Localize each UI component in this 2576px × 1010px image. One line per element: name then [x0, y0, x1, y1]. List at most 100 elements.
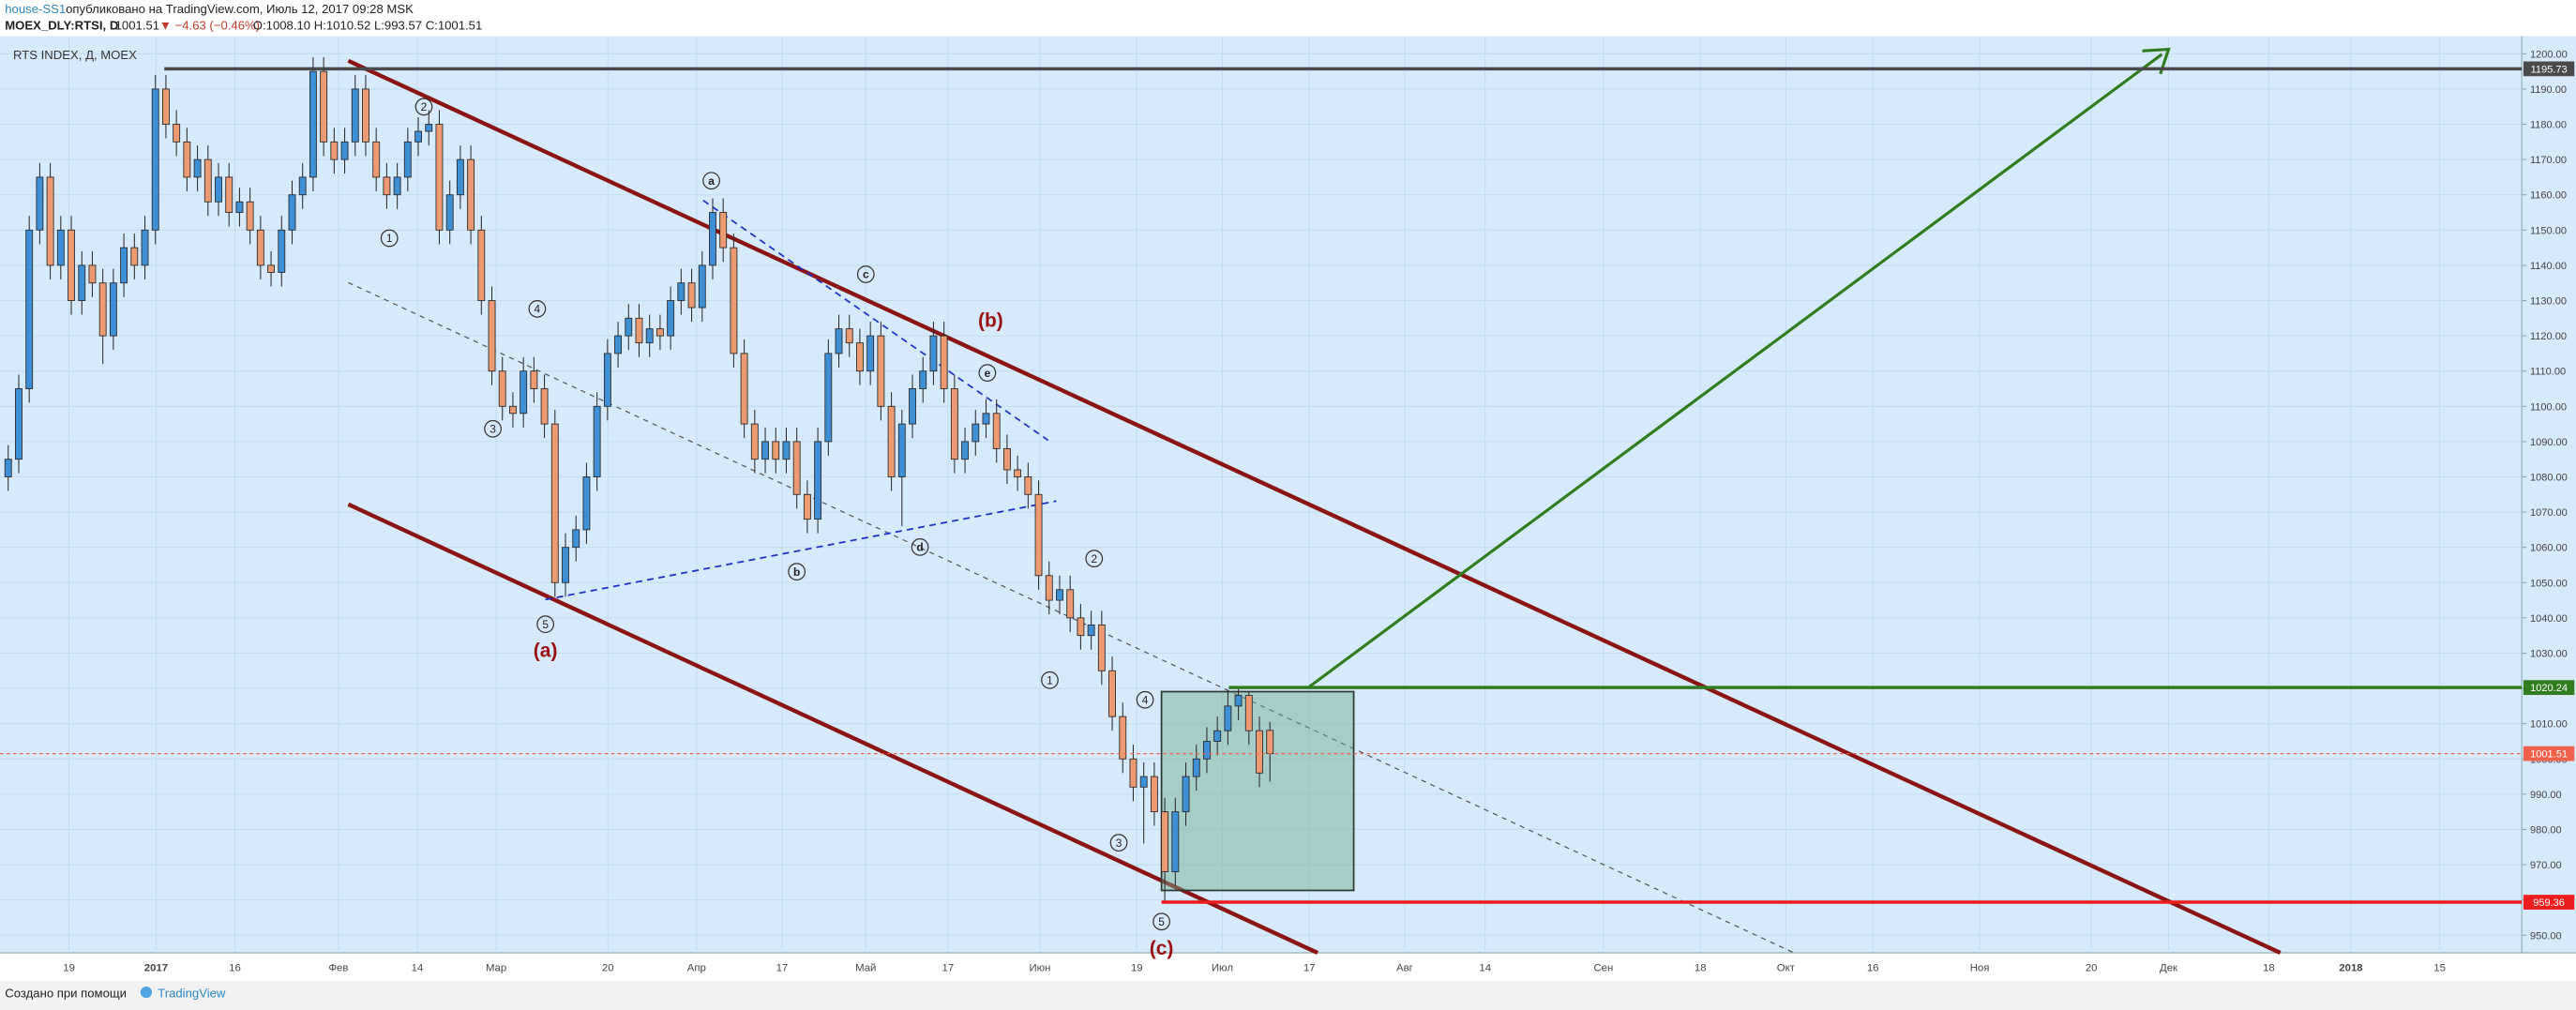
candle-body — [15, 388, 23, 460]
wave-label-major: (c) — [1150, 938, 1174, 959]
candle-body — [425, 124, 433, 132]
y-tick-label: 1050.00 — [2530, 578, 2568, 589]
candle-body — [687, 282, 696, 309]
wave-circle — [484, 419, 502, 438]
candle-body — [235, 201, 244, 213]
y-tick-label: 1080.00 — [2530, 473, 2568, 484]
candle-body — [98, 282, 107, 337]
price-tag — [2523, 746, 2575, 761]
footer-bg — [0, 980, 2576, 1010]
x-tick-label: 16 — [1867, 962, 1879, 973]
x-tick-label: 17 — [942, 962, 955, 973]
y-tick-label: 1150.00 — [2530, 225, 2567, 236]
candle-body — [1119, 716, 1127, 760]
y-tick-label: 950.00 — [2530, 930, 2562, 942]
candle-body — [562, 547, 569, 583]
candle-body — [761, 441, 769, 460]
candle-body — [950, 388, 958, 460]
wave-circle — [536, 615, 555, 634]
candles — [4, 57, 1274, 903]
x-tick-label: 2017 — [144, 962, 168, 973]
y-tick-label: 1060.00 — [2530, 543, 2568, 554]
wave-circle — [856, 265, 875, 283]
x-tick-label: 14 — [412, 962, 424, 973]
candle-body — [909, 388, 916, 425]
candle-body — [614, 335, 623, 354]
y-tick-label: 1140.00 — [2530, 261, 2567, 272]
candle-body — [877, 335, 885, 407]
candle-body — [1244, 695, 1253, 731]
candle-body — [1129, 758, 1137, 788]
x-tick-label: Апр — [687, 962, 706, 973]
y-tick-label: 1130.00 — [2530, 296, 2567, 308]
candle-body — [403, 141, 412, 178]
candle-body — [288, 194, 296, 231]
candle-body — [992, 413, 1001, 449]
candle-body — [278, 229, 286, 273]
x-tick-label: 20 — [602, 962, 614, 973]
wave-circle — [1041, 671, 1059, 689]
candle-body — [856, 342, 864, 372]
arrow-head — [2142, 47, 2171, 75]
x-tick-label: Авг — [1396, 962, 1413, 973]
price-tag — [2523, 895, 2575, 910]
footer-created: Создано при помощи — [5, 986, 127, 1000]
price-tag-label: 1001.51 — [2530, 749, 2568, 761]
y-tick-label: 1090.00 — [2530, 437, 2568, 448]
candle-body — [782, 441, 791, 460]
x-tick-label: 2018 — [2339, 962, 2362, 973]
candle-body — [740, 353, 748, 425]
candle-body — [866, 335, 875, 372]
candle-body — [88, 264, 97, 284]
candle-body — [1034, 493, 1043, 577]
candle-body — [1108, 670, 1116, 717]
candle-body — [1182, 776, 1190, 813]
brand-icon — [140, 986, 153, 999]
candle-body — [46, 176, 54, 266]
candle-body — [215, 176, 222, 203]
target-arrow — [1308, 53, 2163, 688]
candle-body — [603, 353, 611, 407]
footer-brand[interactable]: TradingView — [158, 986, 226, 1000]
wave-label: c — [863, 268, 869, 281]
candle-body — [330, 141, 339, 160]
candle-body — [792, 441, 801, 495]
wave-label: 4 — [1142, 693, 1149, 706]
y-tick-label: 1030.00 — [2530, 649, 2568, 660]
drawings — [347, 47, 2282, 956]
candle-body — [1213, 730, 1222, 742]
wave-circle — [788, 563, 806, 580]
wave-label-major: (b) — [978, 310, 1003, 332]
candle-body — [1203, 741, 1211, 760]
wave-label: a — [708, 174, 715, 188]
candle-body — [1161, 811, 1169, 873]
wave-label: 4 — [535, 303, 541, 316]
price-tag — [2523, 680, 2575, 696]
candle-body — [246, 201, 254, 231]
candle-body — [772, 441, 780, 460]
candle-body — [824, 353, 833, 443]
candle-body — [530, 370, 538, 389]
candle-body — [298, 176, 307, 196]
candle-body — [435, 124, 444, 231]
candle-body — [256, 229, 264, 266]
candle-body — [1087, 624, 1095, 637]
candle-body — [635, 317, 643, 344]
candle-body — [36, 176, 44, 231]
candle-body — [183, 141, 191, 178]
candle-body — [456, 158, 464, 196]
candle-body — [1266, 730, 1274, 755]
wave-label: 2 — [421, 100, 428, 113]
candle-body — [814, 441, 822, 520]
x-tick-label: 17 — [776, 962, 789, 973]
candle-body — [572, 529, 580, 549]
y-tick-label: 1070.00 — [2530, 507, 2568, 519]
candle-body — [372, 141, 381, 178]
candle-body — [477, 229, 486, 301]
candle-body — [309, 70, 317, 178]
y-tick-label: 1160.00 — [2530, 190, 2567, 202]
price-tag-label: 1020.24 — [2530, 683, 2568, 694]
x-tick-label: Сен — [1593, 962, 1613, 973]
candle-body — [540, 388, 549, 425]
ohlc: O:1008.10 H:1010.52 L:993.57 C:1001.51 — [253, 19, 482, 33]
